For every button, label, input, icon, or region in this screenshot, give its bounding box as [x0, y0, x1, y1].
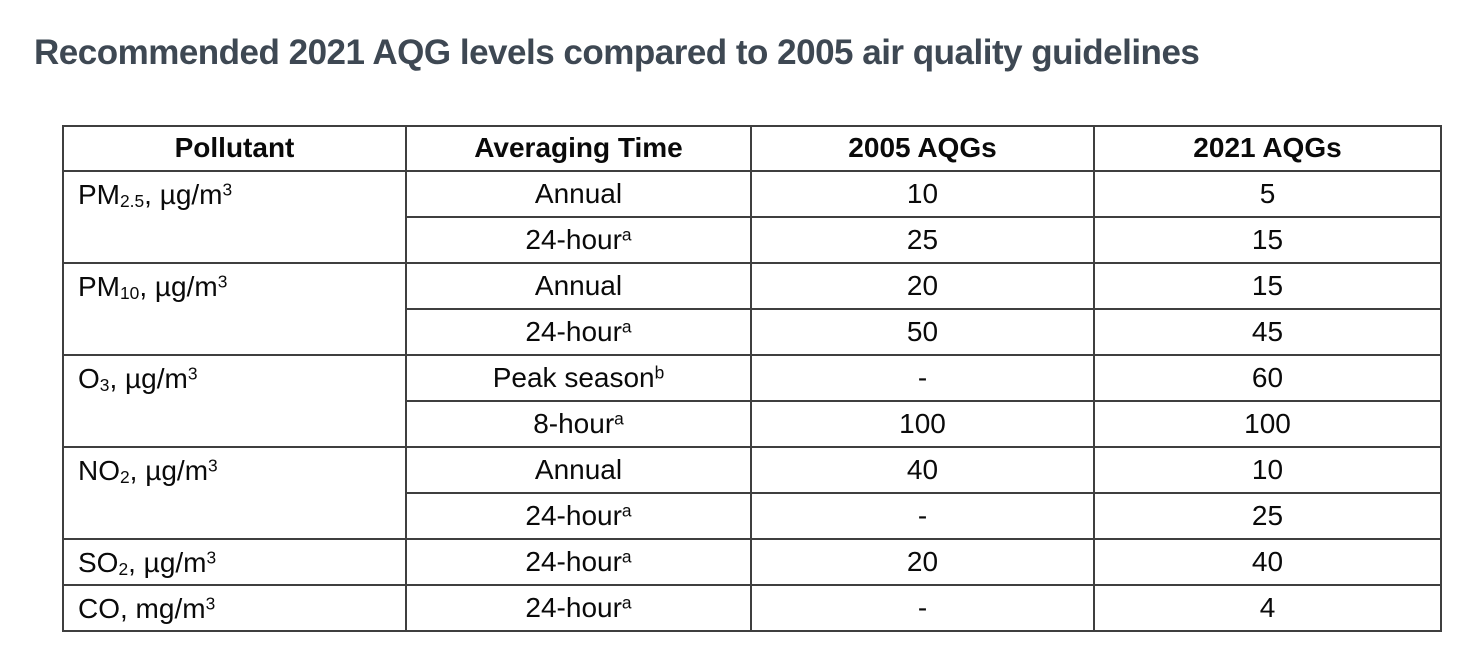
- aqg-2021-cell: 60: [1093, 354, 1442, 402]
- aqg-2021-cell: 100: [1093, 400, 1442, 448]
- text: Annual: [534, 453, 623, 485]
- aqg-2005-cell: 10: [750, 170, 1095, 218]
- aqg-2021-cell: 4: [1093, 584, 1442, 632]
- pollutant-cell: SO2, µg/m3: [62, 538, 407, 586]
- aqg-2005-cell: 20: [750, 538, 1095, 586]
- aqg-2021-cell: 15: [1093, 262, 1442, 310]
- table-row: PM2.5, µg/m3 Annual 10 5: [62, 170, 1442, 264]
- text: Annual: [534, 269, 623, 301]
- sub-text: 2: [118, 559, 129, 580]
- pollutant-cell: PM10, µg/m3: [62, 262, 407, 356]
- text: , µg/m: [144, 179, 223, 210]
- sup-text: a: [621, 592, 632, 613]
- text: 24-hour: [525, 499, 622, 531]
- text: 24-hour: [525, 545, 622, 577]
- text: , µg/m: [139, 271, 218, 302]
- averaging-time-cell: Annual: [405, 262, 752, 310]
- sub-text: 2: [120, 467, 130, 488]
- text: 8-hour: [533, 407, 615, 439]
- aqg-2005-cell: -: [750, 584, 1095, 632]
- page-title: Recommended 2021 AQG levels compared to …: [34, 33, 1200, 73]
- sup-text: a: [614, 408, 624, 429]
- pollutant-cell: PM2.5, µg/m3: [62, 170, 407, 264]
- text: NO: [78, 455, 120, 486]
- col-header-averaging-time: Averaging Time: [405, 125, 752, 172]
- sup-text: 3: [187, 363, 198, 384]
- pollutant-cell: O3, µg/m3: [62, 354, 407, 448]
- sub-text: 3: [99, 375, 110, 396]
- header-row: Pollutant Averaging Time 2005 AQGs 2021 …: [62, 125, 1442, 172]
- table-row: 24-houra -25: [63, 492, 1442, 540]
- text: , µg/m: [128, 547, 207, 578]
- sup-text: a: [621, 546, 632, 567]
- text: , µg/m: [109, 363, 188, 394]
- text: Annual: [534, 177, 623, 209]
- pollutant-cell: CO, mg/m3: [62, 584, 407, 632]
- col-header-2005-aqgs: 2005 AQGs: [750, 125, 1095, 172]
- aqg-2005-cell: -: [750, 354, 1095, 402]
- text: , µg/m: [129, 455, 209, 486]
- table-row: CO, mg/m3 24-houra -4: [62, 584, 1442, 632]
- aqg-2005-cell: 40: [750, 446, 1095, 494]
- text: 24-hour: [525, 223, 622, 255]
- aqg-2021-cell: 5: [1093, 170, 1442, 218]
- averaging-time-cell: 24-houra: [405, 492, 752, 540]
- sup-text: a: [621, 224, 632, 245]
- aqg-2005-cell: 20: [750, 262, 1095, 310]
- sup-text: 3: [217, 271, 228, 292]
- text: 24-hour: [525, 591, 622, 623]
- averaging-time-cell: 8-houra: [405, 400, 752, 448]
- table-row: O3, µg/m3 Peak seasonb -60: [62, 354, 1442, 448]
- aqg-2005-cell: -: [750, 492, 1095, 540]
- averaging-time-cell: 24-houra: [405, 584, 752, 632]
- table-row: PM10, µg/m3 Annual 20 15: [62, 262, 1442, 356]
- sub-text: 2.5: [120, 191, 145, 212]
- aqg-2021-cell: 10: [1093, 446, 1442, 494]
- text: PM: [78, 179, 120, 210]
- text: PM: [78, 271, 120, 302]
- averaging-time-cell: Annual: [405, 446, 752, 494]
- aqg-2021-cell: 45: [1093, 308, 1442, 356]
- sup-text: 3: [206, 547, 217, 568]
- col-header-2021-aqgs: 2021 AQGs: [1093, 125, 1442, 172]
- table-row: 8-houra 100 100: [63, 400, 1442, 448]
- col-header-pollutant: Pollutant: [62, 125, 407, 172]
- sub-text: 10: [120, 283, 140, 304]
- sup-text: a: [621, 316, 632, 337]
- text: Peak season: [492, 361, 655, 393]
- averaging-time-cell: 24-houra: [405, 538, 752, 586]
- averaging-time-cell: Annual: [405, 170, 752, 218]
- aqg-2021-cell: 15: [1093, 216, 1442, 264]
- sup-text: 3: [205, 593, 216, 614]
- table-row: 24-houra 50 45: [63, 308, 1442, 356]
- sup-text: 3: [208, 455, 218, 476]
- sup-text: b: [654, 362, 665, 383]
- table-row: SO2, µg/m3 24-houra 20 40: [62, 538, 1442, 586]
- sup-text: a: [621, 500, 632, 521]
- averaging-time-cell: Peak seasonb: [405, 354, 752, 402]
- aqg-2005-cell: 25: [750, 216, 1095, 264]
- text: 24-hour: [525, 315, 622, 347]
- pollutant-cell: NO2, µg/m3: [62, 446, 407, 540]
- table-row: NO2, µg/m3 Annual 40 10: [62, 446, 1442, 540]
- text: O: [78, 363, 100, 394]
- averaging-time-cell: 24-houra: [405, 308, 752, 356]
- text: SO: [78, 547, 119, 578]
- aqg-2021-cell: 40: [1093, 538, 1442, 586]
- aqg-table-body: PM2.5, µg/m3 Annual 10 5 24-houra 25 15 PM10, µ…: [62, 170, 1442, 632]
- aqg-table: Pollutant Averaging Time 2005 AQGs 2021 …: [62, 125, 1442, 632]
- aqg-2005-cell: 50: [750, 308, 1095, 356]
- text: CO, mg/m: [78, 593, 206, 624]
- table-row: 24-houra 25 15: [63, 216, 1442, 264]
- averaging-time-cell: 24-houra: [405, 216, 752, 264]
- aqg-2005-cell: 100: [750, 400, 1095, 448]
- aqg-2021-cell: 25: [1093, 492, 1442, 540]
- sup-text: 3: [222, 179, 233, 200]
